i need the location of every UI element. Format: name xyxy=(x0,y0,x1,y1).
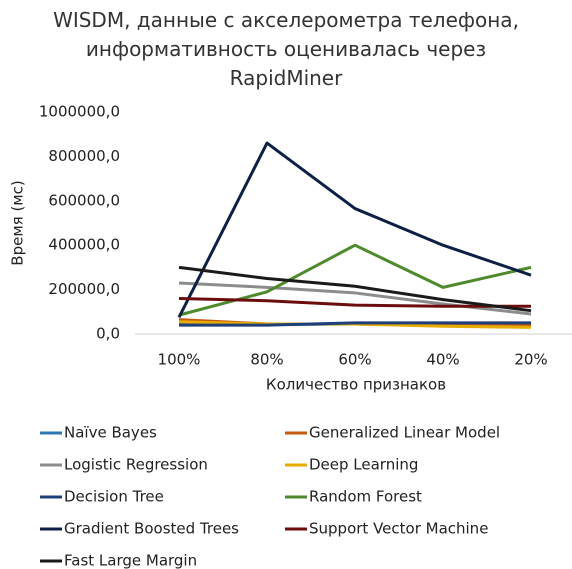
legend-label: Decision Tree xyxy=(64,488,164,506)
y-tick-label: 600000,0 xyxy=(48,191,120,209)
series-line xyxy=(178,265,532,313)
y-axis-label: Время (мс) xyxy=(9,180,27,265)
legend-label: Gradient Boosted Trees xyxy=(64,520,239,538)
y-tick-label: 0,0 xyxy=(96,325,120,343)
legend-label: Logistic Regression xyxy=(64,456,208,474)
legend-label: Deep Learning xyxy=(309,456,418,474)
series-line xyxy=(177,141,532,319)
x-axis-label: Количество признаков xyxy=(266,376,446,394)
y-tick-label: 800000,0 xyxy=(48,147,120,165)
legend-label: Fast Large Margin xyxy=(64,552,197,569)
x-tick-label: 60% xyxy=(338,351,371,369)
x-tick-label: 40% xyxy=(426,351,459,369)
y-tick-label: 1000000,0 xyxy=(39,103,120,121)
legend-label: Naïve Bayes xyxy=(64,424,157,442)
legend-label: Support Vector Machine xyxy=(309,520,488,538)
y-tick-label: 400000,0 xyxy=(48,236,120,254)
x-tick-label: 80% xyxy=(250,351,283,369)
x-tick-label: 100% xyxy=(158,351,201,369)
series-line xyxy=(178,296,531,308)
y-tick-label: 200000,0 xyxy=(48,280,120,298)
series-line xyxy=(179,321,531,327)
legend-label: Generalized Linear Model xyxy=(309,424,500,442)
legend-label: Random Forest xyxy=(309,488,422,506)
chart-title: WISDM, данные с акселерометра телефона, … xyxy=(53,8,519,90)
x-tick-label: 20% xyxy=(514,351,547,369)
